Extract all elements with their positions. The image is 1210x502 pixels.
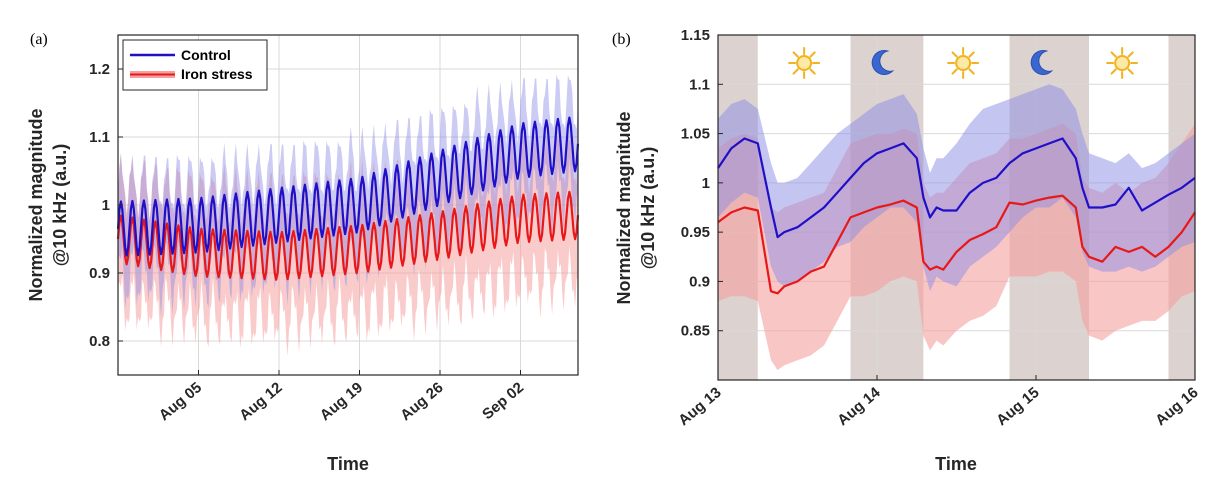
sun-ray: [968, 68, 975, 75]
sun-ray: [951, 68, 958, 75]
ytick-label-b-5: 1.1: [689, 76, 710, 93]
x-ticks-b: Aug 13 Aug 14 Aug 15 Aug 16: [675, 375, 1202, 430]
sun-ray: [1110, 51, 1117, 58]
legend-label-iron: Iron stress: [181, 66, 253, 82]
ytick-label-b-2: 0.95: [681, 224, 710, 241]
bands-b: [718, 84, 1195, 371]
panel-label-b: (b): [612, 31, 631, 48]
series-line-a-iron-stress: [116, 190, 580, 281]
sun-ray: [1127, 51, 1134, 58]
lines-a: [116, 116, 580, 281]
ytick-label-a-1: 0.9: [89, 265, 110, 282]
sun-disc: [1114, 55, 1131, 71]
y-ticks-a: 0.8 0.9 1 1.1 1.2: [89, 61, 123, 350]
xtick-label-b-1: Aug 14: [834, 384, 884, 430]
xtick-label-b-3: Aug 16: [1152, 384, 1201, 429]
chart-b: (b) 0.85 0.9 0.95 1 1.05 1.1 1.15 Aug 13 Aug 14…: [612, 27, 1202, 474]
moon-shape: [1030, 50, 1054, 75]
legend-box: [122, 39, 268, 91]
lines-b: [717, 137, 1196, 295]
moon-icon: [871, 50, 895, 75]
sun-ray: [809, 68, 816, 75]
sun-ray: [809, 51, 816, 58]
y-ticks-b: 0.85 0.9 0.95 1 1.05 1.1 1.15: [681, 27, 723, 340]
axes-frame-b: [717, 34, 1196, 381]
ytick-label-b-4: 1.05: [681, 126, 710, 143]
xtick-label-a-1: Aug 12: [236, 379, 285, 424]
day-night-icons: [788, 47, 1139, 79]
sun-ray: [792, 51, 799, 58]
sun-ray: [792, 68, 799, 75]
series-line-b-iron-stress: [717, 194, 1196, 295]
ytick-label-a-2: 1: [102, 197, 110, 214]
legend-label-control: Control: [181, 47, 231, 63]
sun-ray: [1127, 68, 1134, 75]
x-ticks-a: Aug 05 Aug 12 Aug 19 Aug 26 Sep 02: [156, 370, 527, 424]
moon-icon: [1030, 50, 1054, 75]
ytick-label-a-0: 0.8: [89, 333, 110, 350]
sun-ray: [951, 51, 958, 58]
sun-icon: [788, 47, 821, 79]
y-axis-label-a-line2: @10 kHz (a.u.): [50, 144, 70, 267]
sun-ray: [968, 51, 975, 58]
xtick-label-a-4: Sep 02: [479, 379, 527, 423]
ytick-label-b-1: 0.9: [689, 273, 710, 290]
xtick-label-a-3: Aug 26: [397, 379, 446, 424]
ytick-label-b-6: 1.15: [681, 27, 710, 44]
x-axis-label-b: Time: [935, 454, 977, 474]
band-b-control: [718, 84, 1195, 292]
y-axis-label-a: Normalized magnitude @10 kHz (a.u.): [26, 108, 70, 301]
y-axis-label-b-line2: @10 kHz (a.u.): [638, 147, 658, 270]
sun-icon: [1106, 47, 1139, 79]
moon-shape: [871, 50, 895, 75]
series-line-a-control: [116, 116, 580, 257]
xtick-label-b-2: Aug 15: [993, 384, 1042, 429]
sun-ray: [1110, 68, 1117, 75]
panel-label-a: (a): [30, 31, 48, 48]
y-axis-label-b-line1: Normalized magnitude: [614, 111, 634, 304]
sun-icon: [947, 47, 980, 79]
xtick-label-a-0: Aug 05: [156, 379, 205, 424]
xtick-label-a-2: Aug 19: [317, 379, 366, 424]
ytick-label-b-0: 0.85: [681, 323, 710, 340]
xtick-label-b-0: Aug 13: [675, 384, 724, 429]
chart-a: (a) 0.80.911.11.2 Aug 05 Aug 12 Aug 19 Aug …: [26, 31, 580, 474]
sun-disc: [955, 55, 972, 71]
series-line-b-control: [717, 137, 1196, 239]
ytick-label-a-4: 1.2: [89, 61, 110, 78]
y-axis-label-a-line1: Normalized magnitude: [26, 108, 46, 301]
sun-disc: [796, 55, 813, 71]
ytick-label-a-3: 1.1: [89, 129, 110, 146]
y-axis-label-b: Normalized magnitude @10 kHz (a.u.): [614, 111, 658, 304]
ytick-label-b-3: 1: [702, 175, 710, 192]
x-axis-label-a: Time: [327, 454, 369, 474]
legend: Control Iron stress: [122, 39, 268, 91]
